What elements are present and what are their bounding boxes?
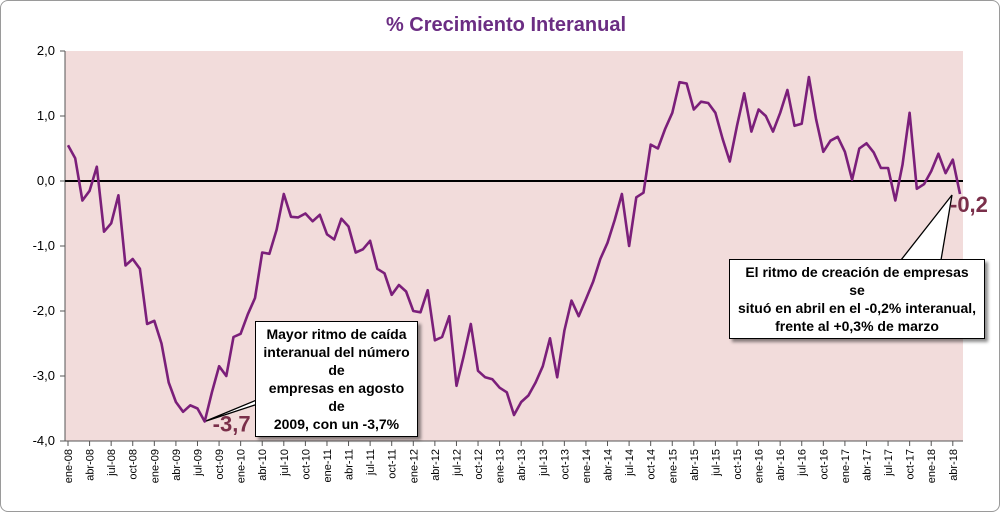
x-tick-label: abr-16 [775, 449, 787, 481]
x-tick-label: abr-17 [861, 449, 873, 481]
series-layer [65, 75, 963, 423]
x-tick-label: oct-09 [214, 449, 226, 480]
x-tick-label: oct-14 [646, 449, 658, 480]
y-tick-label: -4,0 [33, 433, 55, 448]
x-tick-label: abr-08 [85, 449, 97, 481]
x-tick-label: abr-12 [430, 449, 442, 481]
plot-area [65, 51, 963, 441]
x-tick-label: oct-11 [387, 449, 399, 479]
x-tick-label: oct-17 [905, 449, 917, 480]
chart-title: % Crecimiento Interanual [386, 14, 626, 36]
x-tick-label: abr-15 [689, 449, 701, 481]
x-tick-label: jul-08 [106, 449, 118, 477]
x-tick-label: ene-18 [926, 449, 938, 483]
x-tick-label: ene-12 [408, 449, 420, 483]
x-tick-label: jul-09 [192, 449, 204, 477]
x-axis: ene-08 abr-08 jul-08 oct-08 ene-09 abr-09 jul-… [63, 440, 963, 483]
last-value-label: -0,2 [950, 192, 988, 217]
y-axis: 2,0 1,0 0,0 -1,0 -2,0 -3,0 -4,0 [33, 43, 66, 448]
x-tick-label: ene-11 [322, 449, 334, 482]
y-tick-label: 1,0 [37, 108, 55, 123]
annotation-min-line: Mayor ritmo de caída [266, 326, 407, 342]
annotation-min-line: 2009, con un -3,7% [273, 416, 400, 432]
x-tick-label: abr-11 [344, 449, 356, 480]
x-tick-label: abr-18 [948, 449, 960, 481]
x-tick-label: oct-15 [732, 449, 744, 480]
x-tick-label: ene-13 [495, 449, 507, 483]
x-tick-label: abr-14 [603, 449, 615, 481]
annotation-min-box: Mayor ritmo de caída interanual del núme… [255, 321, 418, 437]
series-line [66, 75, 962, 423]
x-tick-label: abr-13 [516, 449, 528, 481]
x-tick-label: jul-14 [624, 449, 636, 477]
x-tick-label: abr-09 [171, 449, 183, 481]
x-tick-label: jul-16 [797, 449, 809, 477]
y-tick-label: -1,0 [33, 238, 55, 253]
x-tick-label: ene-10 [236, 449, 248, 483]
x-tick-label: ene-08 [63, 449, 75, 483]
x-tick-label: ene-15 [667, 449, 679, 483]
x-tick-label: oct-08 [128, 449, 140, 480]
annotation-last-line: frente al +0,3% de marzo [775, 318, 939, 334]
x-tick-label: jul-17 [883, 449, 895, 477]
x-tick-label: oct-13 [559, 449, 571, 480]
value-labels: -3,7 -0,2 [213, 192, 988, 437]
x-tick-label: ene-09 [149, 449, 161, 483]
y-tick-label: -2,0 [33, 303, 55, 318]
y-tick-label: 2,0 [37, 43, 55, 58]
x-tick-label: ene-17 [840, 449, 852, 483]
y-tick-label: 0,0 [37, 173, 55, 188]
y-tick-label: -3,0 [33, 368, 55, 383]
x-tick-label: oct-12 [473, 449, 485, 480]
x-tick-label: jul-15 [710, 449, 722, 477]
annotation-last-line: El ritmo de creación de empresas se [745, 264, 969, 298]
x-tick-label: jul-10 [279, 449, 291, 477]
annotation-last-box: El ritmo de creación de empresas se situ… [729, 259, 985, 339]
min-value-label: -3,7 [213, 412, 251, 437]
annotation-min-line: empresas en agosto de [268, 380, 405, 414]
x-tick-label: jul-12 [451, 449, 463, 477]
x-tick-label: oct-16 [818, 449, 830, 480]
x-tick-label: jul-13 [538, 449, 550, 477]
x-tick-label: abr-10 [257, 449, 269, 481]
annotation-min-line: interanual del número de [263, 344, 410, 378]
annotation-last-line: situó en abril en el -0,2% interanual, [737, 300, 977, 316]
x-tick-label: ene-16 [754, 449, 766, 483]
x-tick-label: oct-10 [300, 449, 312, 480]
x-tick-label: jul-11 [365, 449, 377, 476]
x-tick-label: ene-14 [581, 449, 593, 483]
